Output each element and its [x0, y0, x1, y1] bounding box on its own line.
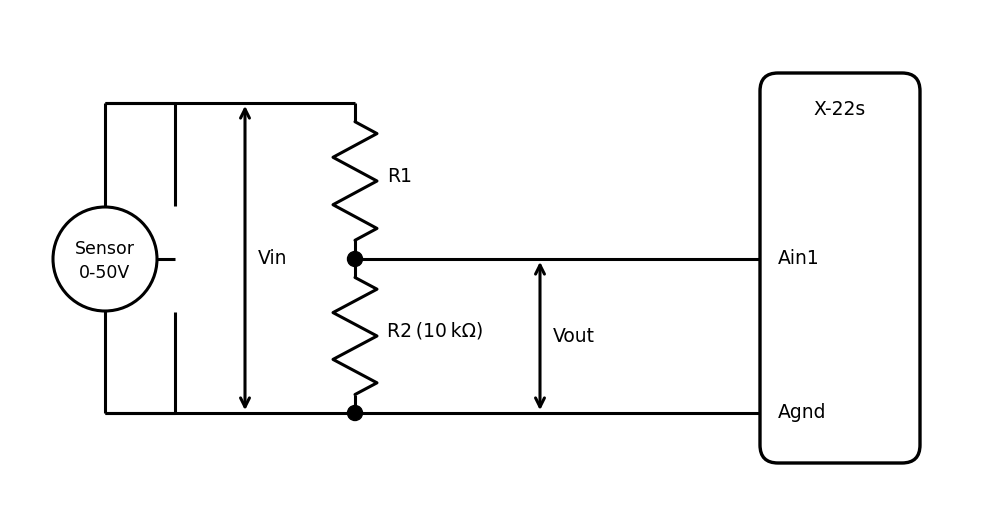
Text: 0-50V: 0-50V — [79, 264, 131, 282]
FancyBboxPatch shape — [760, 73, 920, 463]
Text: R2 (10 kΩ): R2 (10 kΩ) — [387, 322, 483, 340]
Text: Vout: Vout — [553, 326, 595, 346]
Text: X-22s: X-22s — [814, 100, 866, 119]
Circle shape — [53, 207, 157, 311]
Text: Ain1: Ain1 — [778, 250, 820, 268]
Circle shape — [348, 406, 362, 421]
Text: R1: R1 — [387, 166, 412, 185]
Text: Agnd: Agnd — [778, 404, 826, 423]
Text: Sensor: Sensor — [75, 240, 135, 258]
Text: Vin: Vin — [258, 249, 288, 267]
Circle shape — [348, 252, 362, 266]
